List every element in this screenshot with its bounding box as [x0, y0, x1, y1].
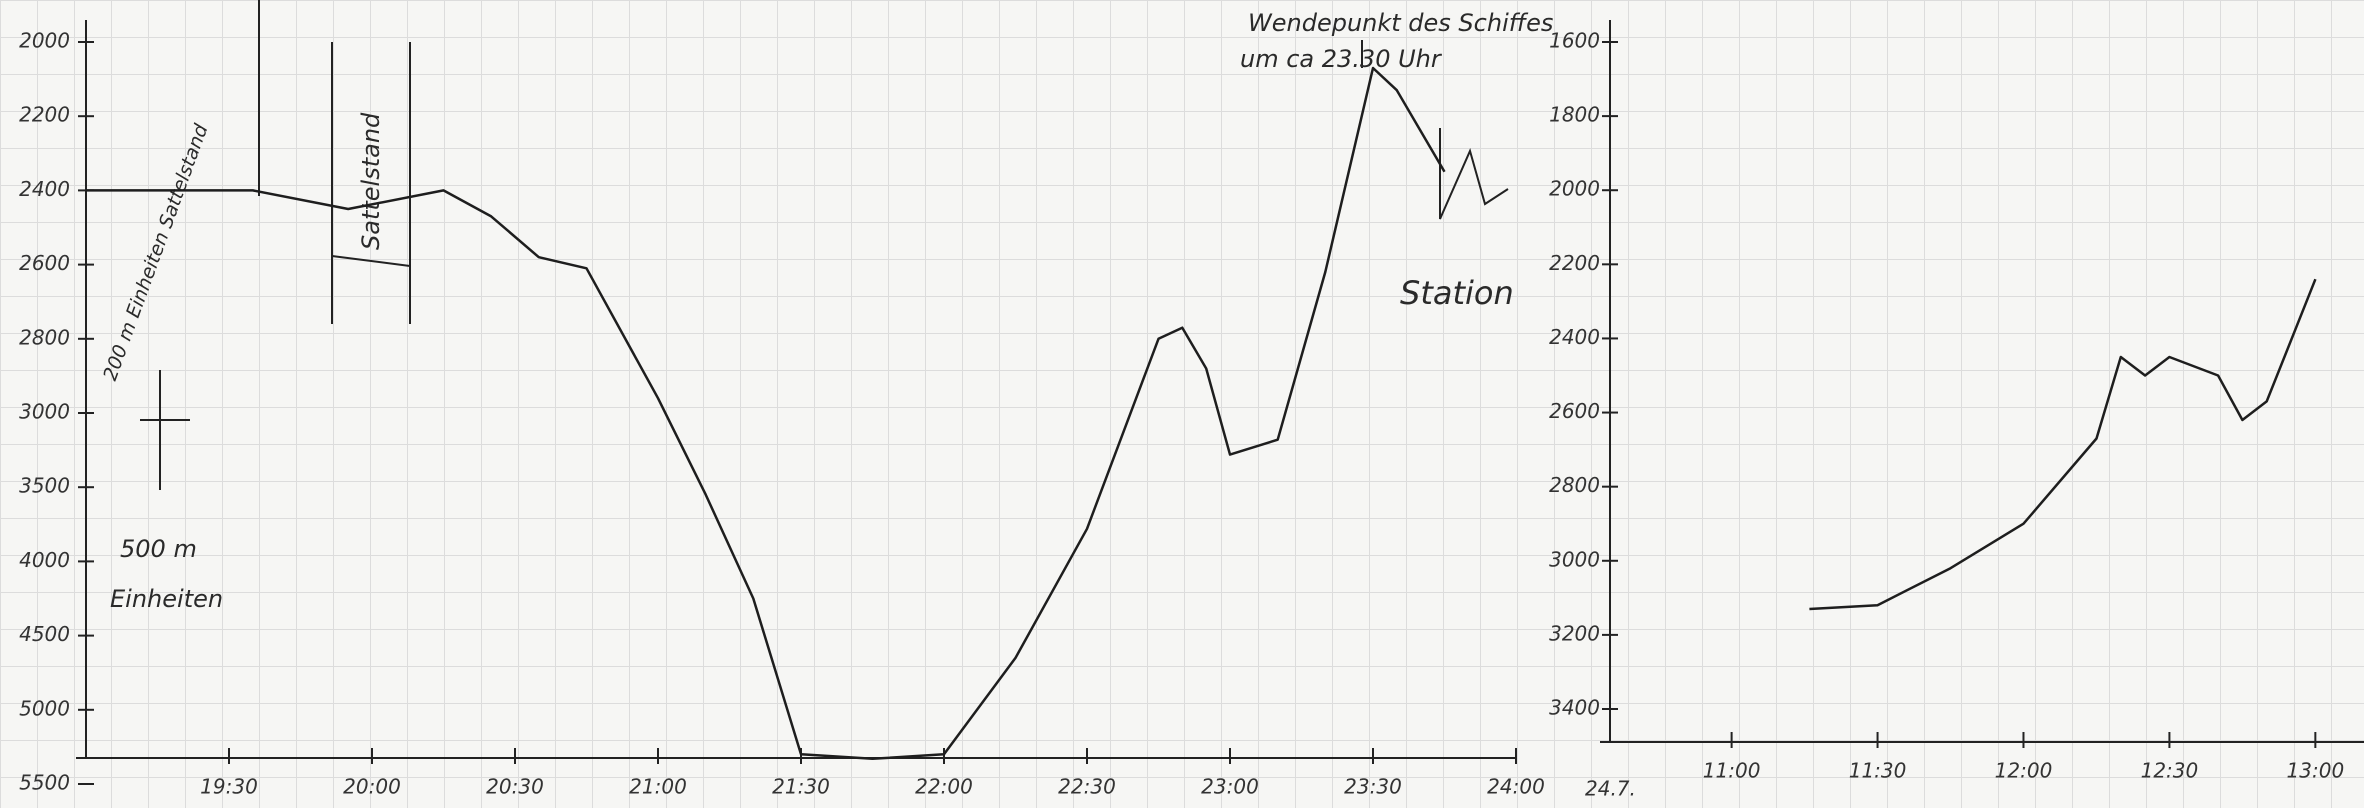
y-tick-label: 1800 [1549, 103, 1600, 127]
y-tick-label: 2000 [1549, 177, 1600, 201]
annotation: Einheiten [110, 585, 223, 613]
y-tick-label: 2200 [19, 103, 70, 127]
y-tick-label: 2800 [19, 325, 70, 349]
x-tick-label: 13:00 [2287, 759, 2345, 783]
x-tick-label: 11:00 [1703, 759, 1761, 783]
y-tick-label: 4500 [19, 622, 70, 646]
depth-line [86, 66, 1446, 761]
x-tick-label: 20:00 [343, 775, 401, 799]
y-tick-label: 3500 [19, 474, 70, 498]
depth-line [1809, 278, 2317, 611]
annotation: 24.7. [1585, 777, 1636, 801]
x-tick-label: 23:00 [1201, 775, 1259, 799]
y-tick-label: 1600 [1549, 29, 1600, 53]
y-tick-label: 2400 [1549, 325, 1600, 349]
y-tick-label: 3000 [19, 400, 70, 424]
x-tick-label: 11:30 [1849, 759, 1907, 783]
x-tick-label: 22:00 [915, 775, 973, 799]
y-tick-label: 5000 [19, 696, 70, 720]
x-tick-label: 12:00 [1995, 759, 2053, 783]
x-tick-label: 24:00 [1487, 775, 1545, 799]
y-tick-label: 5500 [19, 771, 70, 795]
annotation: 200 m Einheiten Sattelstand [99, 120, 213, 383]
y-tick-label: 3200 [1549, 621, 1600, 645]
y-tick-label: 2400 [19, 177, 70, 201]
x-tick-label: 21:30 [772, 775, 830, 799]
y-tick-label: 2200 [1549, 251, 1600, 275]
annotation: Wendepunkt des Schiffes [1248, 9, 1553, 37]
y-tick-label: 2600 [1549, 399, 1600, 423]
box-line [331, 255, 411, 267]
y-tick-label: 4000 [19, 548, 70, 572]
x-tick-label: 19:30 [200, 775, 258, 799]
x-tick-label: 12:30 [2141, 759, 2199, 783]
y-tick-label: 2600 [19, 251, 70, 275]
y-tick-label: 2000 [19, 29, 70, 53]
annotation: Station [1400, 274, 1514, 312]
y-tick-label: 2800 [1549, 473, 1600, 497]
annotation: um ca 23.30 Uhr [1240, 45, 1443, 73]
annotation: 500 m [120, 535, 197, 563]
station-mark [1439, 128, 1509, 220]
x-tick-label: 22:30 [1058, 775, 1116, 799]
y-tick-label: 3000 [1549, 547, 1600, 571]
x-tick-label: 20:30 [486, 775, 544, 799]
annotation: Sattelstand [357, 112, 385, 250]
x-tick-label: 23:30 [1344, 775, 1402, 799]
y-tick-label: 3400 [1549, 696, 1600, 720]
x-tick-label: 21:00 [629, 775, 687, 799]
